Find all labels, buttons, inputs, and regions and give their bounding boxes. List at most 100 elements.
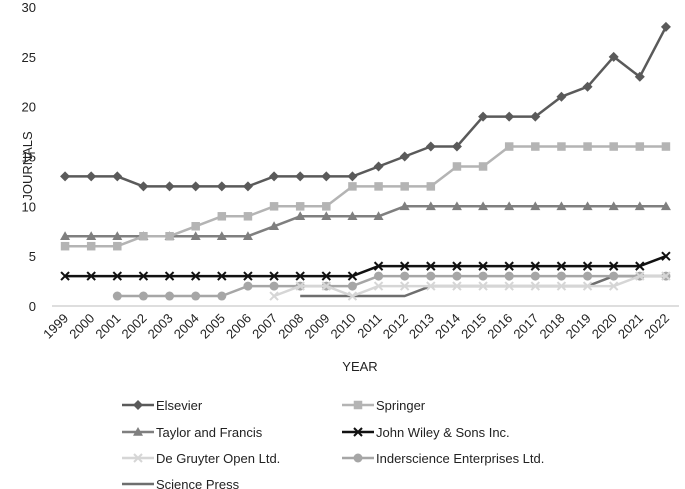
data-point: [660, 21, 671, 32]
data-point: [478, 162, 488, 171]
data-point: [452, 261, 462, 271]
data-point: [353, 400, 363, 410]
data-point: [269, 291, 279, 301]
data-point-stroke: [60, 271, 70, 281]
data-point: [86, 241, 96, 251]
data-point: [86, 171, 97, 182]
data-point: [243, 212, 253, 221]
data-point: [609, 271, 619, 281]
data-point-stroke: [373, 281, 384, 291]
data-point: [426, 271, 436, 281]
data-point: [321, 281, 332, 291]
data-point: [609, 142, 618, 151]
data-point: [373, 281, 384, 291]
x-tick-label: 1999: [40, 311, 71, 342]
data-point: [242, 181, 253, 192]
data-point: [138, 291, 148, 301]
data-point: [399, 261, 410, 271]
data-point: [530, 261, 541, 271]
data-point: [660, 201, 671, 211]
legend-item: Taylor and Francis: [122, 425, 263, 440]
data-point-stroke: [347, 271, 358, 281]
data-point-stroke: [530, 281, 541, 291]
data-point: [133, 453, 143, 463]
data-point: [60, 171, 71, 182]
plot-area: [60, 21, 671, 301]
data-point: [504, 142, 514, 151]
x-tick-label: 2000: [66, 311, 97, 342]
y-axis-label: JOURNALS: [20, 131, 35, 201]
x-tick-label: 2001: [92, 311, 123, 342]
data-point: [295, 281, 305, 291]
x-tick-label: 2021: [615, 311, 646, 342]
data-point: [86, 231, 97, 240]
data-point-stroke: [269, 291, 279, 301]
legend-item: John Wiley & Sons Inc.: [342, 425, 510, 440]
data-point: [133, 427, 143, 436]
data-point: [530, 201, 541, 211]
legend-item: Science Press: [122, 477, 240, 489]
data-point: [451, 141, 462, 152]
data-point: [399, 151, 410, 162]
data-point: [269, 202, 279, 211]
data-point: [583, 142, 592, 151]
data-point: [112, 231, 123, 240]
data-point-stroke: [321, 281, 332, 291]
data-point: [530, 111, 541, 122]
data-point: [190, 271, 201, 281]
data-point: [217, 291, 227, 301]
x-tick-label: 2007: [249, 311, 280, 342]
data-point: [425, 141, 436, 152]
x-tick-label: 2018: [537, 311, 568, 342]
data-point: [400, 182, 409, 191]
data-point: [133, 400, 143, 410]
data-point-stroke: [426, 281, 436, 291]
data-point: [60, 231, 71, 240]
data-point: [216, 231, 227, 240]
data-point-stroke: [133, 453, 143, 463]
data-point: [321, 171, 332, 182]
x-tick-label: 2010: [328, 311, 359, 342]
data-point-stroke: [504, 281, 514, 291]
data-point: [322, 202, 331, 211]
data-point-stroke: [582, 281, 593, 291]
data-point: [478, 111, 489, 122]
series-de-gruyter-open-ltd: [269, 271, 671, 301]
data-point: [242, 231, 253, 240]
data-point: [608, 281, 619, 291]
data-point-stroke: [321, 271, 332, 281]
data-point: [608, 201, 619, 211]
data-point-stroke: [426, 261, 436, 271]
data-point: [347, 281, 357, 291]
legend-label: De Gruyter Open Ltd.: [156, 451, 280, 466]
data-point: [60, 241, 70, 251]
data-point-stroke: [217, 271, 227, 281]
data-point: [399, 201, 410, 211]
data-point: [269, 281, 279, 291]
series-line: [65, 26, 668, 188]
data-point-stroke: [353, 427, 363, 437]
legend-label: John Wiley & Sons Inc.: [376, 425, 510, 440]
data-point-stroke: [295, 281, 305, 291]
data-point: [112, 171, 123, 182]
data-point: [217, 271, 227, 281]
data-point: [425, 201, 436, 211]
data-point: [60, 271, 70, 281]
data-point: [295, 271, 305, 281]
data-point: [661, 142, 671, 151]
data-point: [661, 271, 671, 281]
data-point: [451, 201, 462, 211]
data-point: [321, 211, 332, 221]
data-point: [556, 281, 567, 291]
data-point-stroke: [608, 261, 619, 271]
y-tick-label: 20: [22, 100, 36, 115]
x-tick-label: 2005: [197, 311, 228, 342]
data-point: [504, 201, 515, 211]
data-point: [530, 281, 541, 291]
data-point: [556, 271, 566, 281]
data-point-stroke: [373, 261, 384, 271]
series-line: [65, 205, 666, 238]
x-tick-label: 2022: [641, 311, 672, 342]
x-tick-label: 2004: [171, 311, 202, 342]
data-point: [138, 181, 149, 192]
